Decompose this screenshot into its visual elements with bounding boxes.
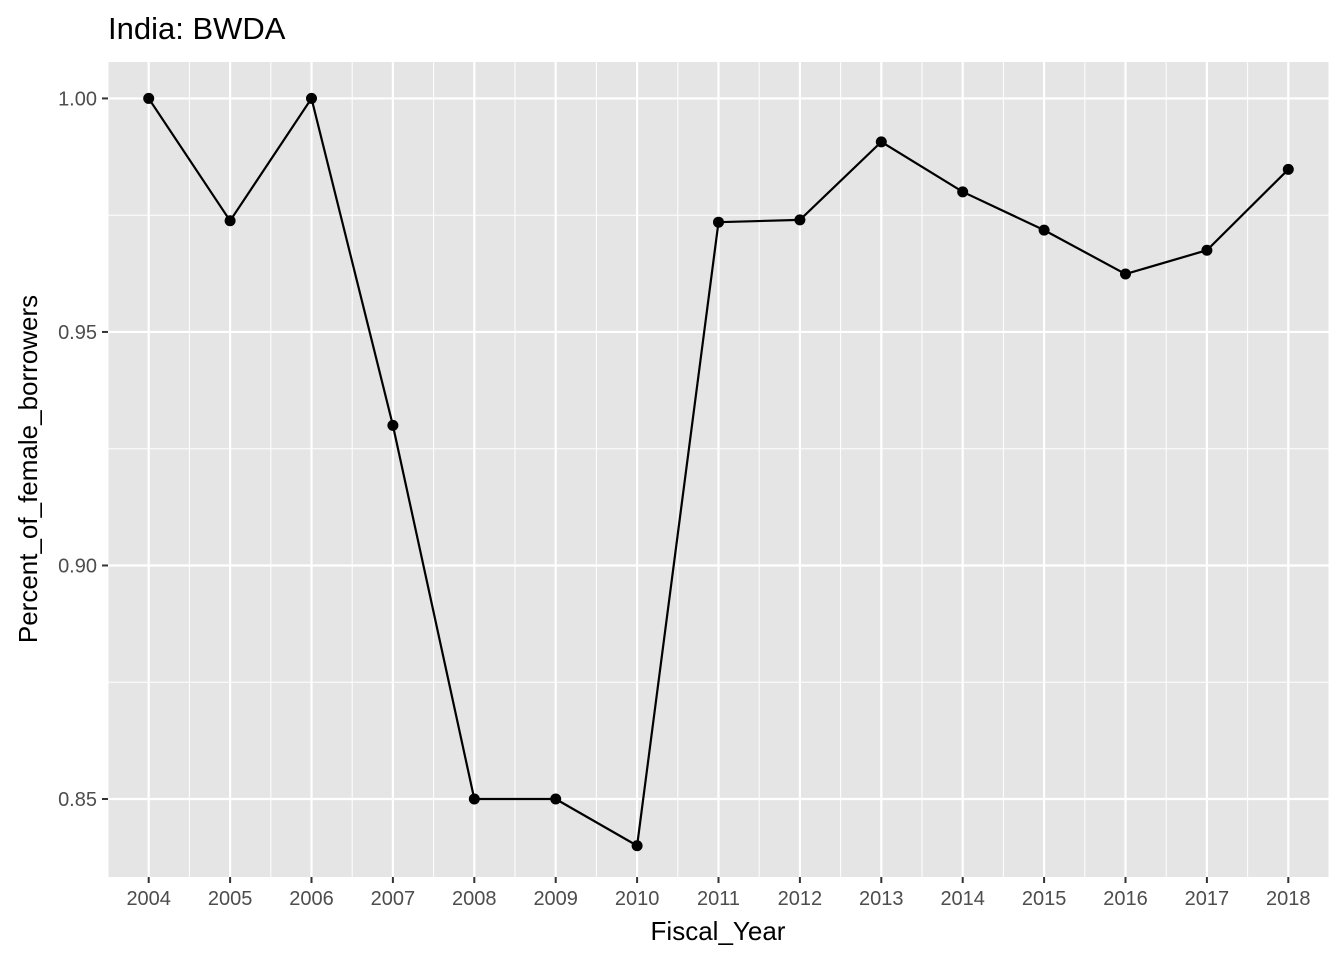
y-tick-label: 0.90 <box>58 555 97 577</box>
data-point-2010 <box>631 840 643 852</box>
data-point-2011 <box>713 216 724 228</box>
x-tick-label: 2011 <box>697 888 740 910</box>
data-point-2004 <box>143 92 155 104</box>
x-tick-label: 2014 <box>940 888 985 910</box>
data-point-2013 <box>875 136 887 148</box>
data-point-2018 <box>1282 163 1294 175</box>
x-tick-label: 2018 <box>1266 888 1311 910</box>
x-tick-label: 2016 <box>1103 888 1148 910</box>
x-tick-label: 2008 <box>452 888 497 910</box>
data-point-2015 <box>1038 224 1050 236</box>
major-gridlines <box>108 62 1329 877</box>
x-tick-label: 2004 <box>126 888 171 910</box>
x-tick-label: 2015 <box>1022 888 1067 910</box>
x-tick-label: 2007 <box>371 888 416 910</box>
chart-title: India: BWDA <box>108 11 286 46</box>
data-point-2016 <box>1120 268 1131 280</box>
y-axis-ticks: 0.85 0.90 0.95 1.00 <box>58 88 108 811</box>
data-point-2005 <box>224 215 236 227</box>
x-axis-title: Fiscal_Year <box>651 916 786 946</box>
x-axis-ticks: 2004 2005 2006 2007 2008 2009 2010 2011 2012 2013… <box>126 877 1311 910</box>
y-tick-label: 0.95 <box>58 322 97 344</box>
data-point-2014 <box>957 186 969 198</box>
data-point-2008 <box>468 793 480 805</box>
data-point-2012 <box>794 214 806 226</box>
x-tick-label: 2010 <box>615 888 660 910</box>
x-tick-label: 2013 <box>859 888 904 910</box>
data-point-2006 <box>306 92 317 104</box>
data-point-2007 <box>387 419 399 431</box>
x-tick-label: 2005 <box>208 888 253 910</box>
x-tick-label: 2006 <box>289 888 334 910</box>
x-tick-label: 2017 <box>1185 888 1230 910</box>
y-tick-label: 0.85 <box>58 789 97 811</box>
y-axis-title: Percent_of_female_borrowers <box>13 295 43 643</box>
x-tick-label: 2009 <box>533 888 578 910</box>
data-point-2009 <box>550 793 562 805</box>
data-point-2017 <box>1201 244 1213 256</box>
y-tick-label: 1.00 <box>58 88 97 110</box>
x-tick-label: 2012 <box>778 888 823 910</box>
data-points <box>143 92 1294 852</box>
